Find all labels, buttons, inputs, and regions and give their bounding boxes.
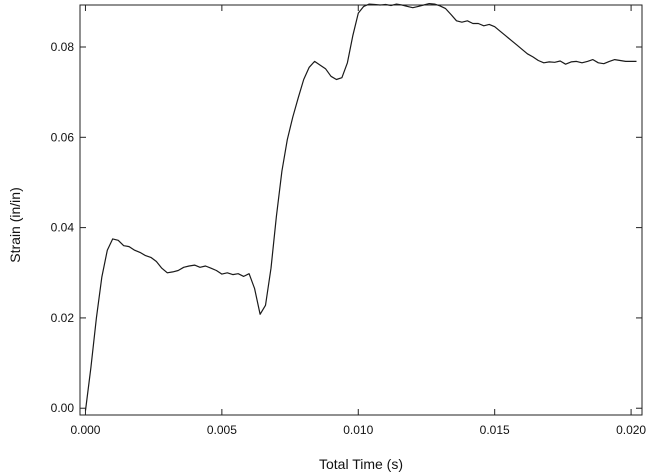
x-tick-label: 0.010 (343, 423, 373, 437)
y-tick-label: 0.02 (51, 311, 75, 325)
x-axis: 0.000 0.005 0.010 0.015 0.020 (70, 5, 646, 437)
y-tick-label: 0.06 (51, 130, 75, 144)
plot-frame (79, 4, 643, 416)
x-tick-label: 0.015 (480, 423, 510, 437)
y-tick-label: 0.04 (51, 221, 75, 235)
y-axis: 0.00 0.02 0.04 0.06 0.08 (51, 40, 642, 415)
x-tick-label: 0.020 (616, 423, 646, 437)
y-tick-label: 0.00 (51, 401, 75, 415)
y-tick-label: 0.08 (51, 40, 75, 54)
x-axis-title: Total Time (s) (319, 456, 403, 472)
y-axis-title: Strain (in/in) (7, 187, 23, 262)
x-tick-label: 0.000 (70, 423, 100, 437)
x-tick-label: 0.005 (207, 423, 237, 437)
strain-series-line (84, 3, 637, 411)
